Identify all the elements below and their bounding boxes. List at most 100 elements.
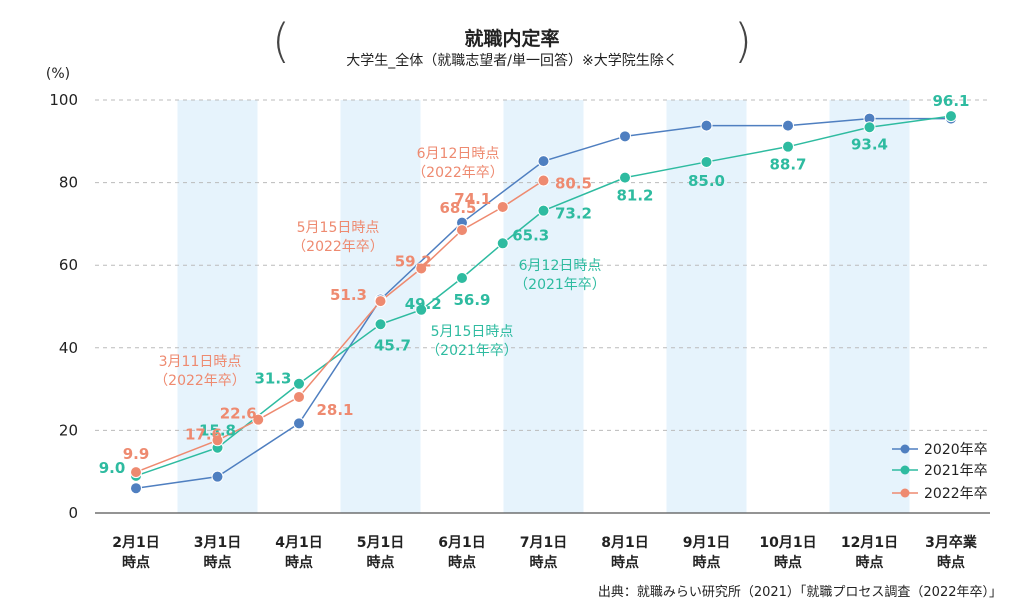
data-point (863, 121, 876, 134)
data-point (293, 417, 305, 430)
x-tick-label: 時点 (122, 554, 150, 571)
x-tick-label: 時点 (448, 554, 476, 571)
legend-label: 2022年卒 (924, 486, 988, 502)
y-tick-label: 100 (49, 91, 78, 109)
x-tick-label: 9月1日 (683, 535, 730, 551)
x-tick-label: 12月1日 (841, 535, 898, 551)
annotation-label: 6月12日時点 (519, 258, 602, 274)
data-point (537, 174, 550, 187)
data-label: 31.3 (254, 370, 291, 388)
data-point (456, 224, 468, 237)
legend-marker (900, 465, 910, 475)
data-point (619, 130, 631, 143)
x-tick-label: 4月1日 (275, 535, 322, 551)
annotation-label: 6月12日時点 (417, 146, 500, 162)
data-label: 51.3 (330, 286, 367, 304)
annotation-label: 5月15日時点 (431, 324, 514, 340)
data-point (130, 466, 142, 479)
data-label: 88.7 (769, 156, 806, 174)
annotation-label: （2022年卒） (154, 373, 246, 389)
x-tick-label: 5月1日 (357, 535, 404, 551)
data-point (782, 140, 794, 153)
data-label: 9.9 (123, 445, 150, 463)
legend-marker (900, 444, 910, 454)
data-point (700, 119, 713, 132)
data-label: 9.0 (99, 459, 126, 477)
x-tick-label: 10月1日 (759, 535, 816, 551)
data-point (293, 377, 305, 390)
data-point (700, 155, 713, 168)
data-point (211, 470, 224, 483)
chart-subtitle: 大学生_全体（就職志望者/単一回答）※大学院生除く (346, 53, 678, 69)
legend-marker (900, 488, 910, 498)
data-label: 17.6 (185, 425, 222, 443)
data-label: 81.2 (616, 187, 653, 205)
data-point (537, 155, 550, 168)
y-tick-label: 80 (59, 174, 78, 192)
data-label: 68.5 (439, 199, 476, 217)
data-point (374, 318, 387, 331)
legend-label: 2020年卒 (924, 442, 988, 458)
legend-label: 2021年卒 (924, 463, 988, 479)
data-point (211, 434, 224, 447)
data-label: 49.2 (405, 295, 442, 313)
data-label: 56.9 (453, 291, 490, 309)
chart-title: 就職内定率 (464, 28, 560, 50)
y-tick-label: 40 (59, 339, 78, 357)
data-label: 85.0 (688, 172, 725, 190)
data-label: 45.7 (374, 336, 411, 354)
shaded-band (666, 100, 747, 513)
x-tick-label: 時点 (937, 554, 965, 571)
annotation-label: 3月11日時点 (159, 354, 242, 370)
data-point (496, 237, 509, 250)
annotation-label: （2021年卒） (514, 277, 606, 293)
data-point (782, 119, 794, 132)
x-tick-label: 7月1日 (520, 535, 567, 551)
data-label: 80.5 (555, 175, 592, 193)
data-point (293, 390, 305, 403)
data-point (537, 204, 550, 217)
data-label: 15.8 (199, 422, 236, 440)
x-tick-label: 時点 (530, 554, 558, 571)
data-point (619, 171, 631, 184)
data-label: 96.1 (932, 92, 969, 110)
data-point (374, 295, 387, 308)
annotation-label: （2022年卒） (292, 239, 384, 255)
data-point (252, 413, 265, 426)
data-point (496, 200, 509, 213)
x-tick-label: 時点 (204, 554, 232, 571)
y-tick-label: 0 (68, 504, 78, 522)
data-point (415, 262, 428, 275)
x-tick-label: 時点 (285, 554, 313, 571)
data-point (945, 110, 957, 123)
annotation-label: 5月15日時点 (297, 220, 380, 236)
x-tick-label: 時点 (693, 554, 721, 571)
x-tick-label: 2月1日 (112, 535, 159, 551)
source-note: 出典：就職みらい研究所（2021）「就職プロセス調査（2022年卒）」 (597, 585, 1002, 600)
x-tick-label: 3月1日 (194, 535, 241, 551)
data-label: 74.1 (454, 190, 491, 208)
data-label: 73.2 (555, 205, 592, 223)
x-tick-label: 6月1日 (438, 535, 485, 551)
x-tick-label: 時点 (611, 554, 639, 571)
data-label: 65.3 (512, 226, 549, 244)
data-label: 22.6 (220, 405, 257, 423)
y-tick-label: 20 (59, 421, 78, 439)
x-tick-label: 時点 (774, 554, 802, 571)
data-label: 59.2 (395, 253, 432, 271)
data-point (456, 272, 468, 285)
data-label: 93.4 (851, 135, 888, 153)
shaded-band (829, 100, 910, 513)
x-tick-label: 3月卒業 (925, 534, 978, 551)
x-tick-label: 8月1日 (601, 535, 648, 551)
x-tick-label: 時点 (856, 554, 884, 571)
x-tick-label: 時点 (367, 554, 395, 571)
annotation-label: （2022年卒） (412, 165, 504, 181)
shaded-band (503, 100, 584, 513)
data-point (415, 303, 428, 316)
right-bracket-decoration: ) (734, 14, 752, 68)
annotation-label: （2021年卒） (426, 343, 518, 359)
left-bracket-decoration: ( (272, 14, 290, 68)
data-label: 28.1 (316, 401, 353, 419)
